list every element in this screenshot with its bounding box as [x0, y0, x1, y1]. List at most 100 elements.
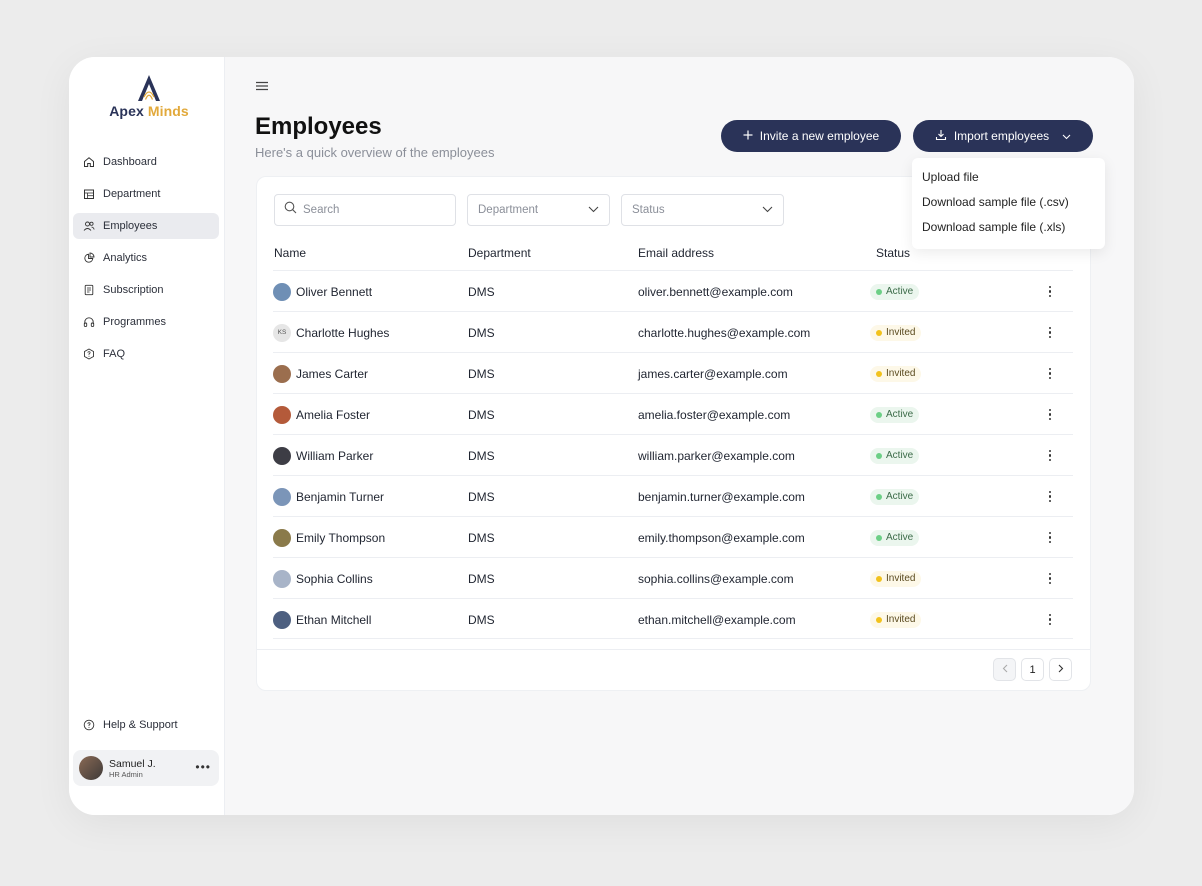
table-row[interactable]: James Carter DMS james.carter@example.com I… — [273, 352, 1073, 393]
table-row[interactable]: Ethan Mitchell DMS ethan.mitchell@example.… — [273, 598, 1073, 639]
status-dot-icon — [876, 616, 882, 623]
receipt-icon — [83, 284, 95, 296]
employee-email: benjamin.turner@example.com — [638, 489, 805, 504]
status-label: Active — [886, 532, 914, 543]
employee-department: DMS — [468, 325, 495, 340]
row-actions-button[interactable] — [1045, 476, 1055, 517]
table-row[interactable]: KS Charlotte Hughes DMS charlotte.hughes@ex… — [273, 311, 1073, 352]
row-actions-button[interactable] — [1045, 271, 1055, 312]
chevron-right-icon — [1058, 664, 1064, 676]
avatar — [273, 446, 291, 465]
employee-name: Amelia Foster — [296, 407, 371, 422]
prev-page-button[interactable] — [993, 658, 1016, 681]
status-select-label: Status — [632, 204, 665, 216]
employee-name-cell: William Parker — [273, 435, 373, 476]
more-horizontal-icon[interactable]: ••• — [195, 760, 211, 774]
table-row[interactable]: Benjamin Turner DMS benjamin.turner@exampl… — [273, 475, 1073, 516]
avatar — [273, 487, 291, 506]
row-actions-button[interactable] — [1045, 353, 1055, 394]
avatar — [79, 756, 103, 780]
status-dot-icon — [876, 493, 882, 500]
table-row[interactable]: Amelia Foster DMS amelia.foster@example.co… — [273, 393, 1073, 434]
employee-department: DMS — [468, 489, 495, 504]
invite-employee-button[interactable]: Invite a new employee — [721, 120, 901, 152]
employee-email: ethan.mitchell@example.com — [638, 612, 796, 627]
sidebar-item-label: Employees — [103, 220, 158, 232]
status-label: Active — [886, 409, 914, 420]
employee-name: Ethan Mitchell — [296, 612, 372, 627]
more-vertical-icon — [1048, 408, 1052, 421]
column-header-email: Email address — [638, 246, 715, 260]
status-badge: Invited — [870, 365, 922, 382]
more-vertical-icon — [1048, 285, 1052, 298]
row-actions-button[interactable] — [1045, 517, 1055, 558]
search-input[interactable] — [303, 204, 443, 216]
employee-email: james.carter@example.com — [638, 366, 788, 381]
import-employees-button[interactable]: Import employees — [913, 120, 1093, 152]
users-icon — [83, 220, 95, 232]
row-actions-button[interactable] — [1045, 599, 1055, 640]
help-support-label: Help & Support — [103, 719, 178, 731]
employee-name: Emily Thompson — [296, 530, 386, 545]
sidebar-item-department[interactable]: Department — [73, 181, 219, 207]
employee-name-cell: Ethan Mitchell — [273, 599, 371, 640]
status-cell: Invited — [870, 312, 922, 353]
brand-name-b: Minds — [147, 103, 189, 119]
employee-name: James Carter — [296, 366, 369, 381]
table-row[interactable]: Oliver Bennett DMS oliver.bennett@example.… — [273, 270, 1073, 311]
status-select[interactable]: Status — [621, 194, 784, 226]
more-vertical-icon — [1048, 613, 1052, 626]
status-cell: Active — [870, 271, 920, 312]
menu-icon[interactable] — [255, 79, 269, 97]
status-cell: Invited — [870, 558, 922, 599]
row-actions-button[interactable] — [1045, 394, 1055, 435]
status-label: Invited — [886, 573, 916, 584]
invite-employee-label: Invite a new employee — [759, 129, 880, 143]
next-page-button[interactable] — [1049, 658, 1072, 681]
employee-name: William Parker — [296, 448, 374, 463]
row-actions-button[interactable] — [1045, 435, 1055, 476]
department-select[interactable]: Department — [467, 194, 610, 226]
table-row[interactable]: Sophia Collins DMS sophia.collins@example.… — [273, 557, 1073, 598]
home-icon — [83, 156, 95, 168]
column-header-name: Name — [274, 246, 307, 260]
employee-name-cell: KS Charlotte Hughes — [273, 312, 389, 353]
status-badge: Active — [870, 447, 920, 464]
employee-name-cell: Oliver Bennett — [273, 271, 372, 312]
sidebar-item-analytics[interactable]: Analytics — [73, 245, 219, 271]
employee-name-cell: Benjamin Turner — [273, 476, 384, 517]
download-csv-option[interactable]: Download sample file (.csv) — [922, 195, 1069, 209]
status-cell: Active — [870, 476, 920, 517]
search-icon — [284, 201, 297, 219]
row-actions-button[interactable] — [1045, 312, 1055, 353]
upload-file-option[interactable]: Upload file — [922, 170, 979, 184]
employee-name: Oliver Bennett — [296, 284, 373, 299]
avatar — [273, 405, 291, 424]
sidebar-item-employees[interactable]: Employees — [73, 213, 219, 239]
plus-icon — [743, 129, 753, 143]
status-dot-icon — [876, 452, 882, 459]
sidebar-item-faq[interactable]: FAQ — [73, 341, 219, 367]
sidebar-item-programmes[interactable]: Programmes — [73, 309, 219, 335]
more-vertical-icon — [1048, 531, 1052, 544]
chevron-down-icon — [1062, 129, 1071, 143]
user-profile[interactable]: Samuel J. HR Admin ••• — [73, 750, 219, 786]
status-dot-icon — [876, 411, 882, 418]
help-support-link[interactable]: Help & Support — [73, 712, 219, 738]
import-menu: Upload file Download sample file (.csv) … — [912, 158, 1105, 249]
status-cell: Active — [870, 517, 920, 558]
page-number-button[interactable]: 1 — [1021, 658, 1044, 681]
table-row[interactable]: William Parker DMS william.parker@example.… — [273, 434, 1073, 475]
table-row[interactable]: Emily Thompson DMS emily.thompson@example.… — [273, 516, 1073, 557]
sidebar-item-subscription[interactable]: Subscription — [73, 277, 219, 303]
row-actions-button[interactable] — [1045, 558, 1055, 599]
chevron-down-icon — [588, 204, 599, 216]
download-xls-option[interactable]: Download sample file (.xls) — [922, 220, 1066, 234]
user-info: Samuel J. HR Admin — [109, 758, 156, 779]
employee-name: Sophia Collins — [296, 571, 373, 586]
column-header-status: Status — [876, 246, 911, 260]
brand-name: Apex Minds — [105, 103, 193, 119]
more-vertical-icon — [1048, 367, 1052, 380]
sidebar-item-dashboard[interactable]: Dashboard — [73, 149, 219, 175]
more-vertical-icon — [1048, 326, 1052, 339]
